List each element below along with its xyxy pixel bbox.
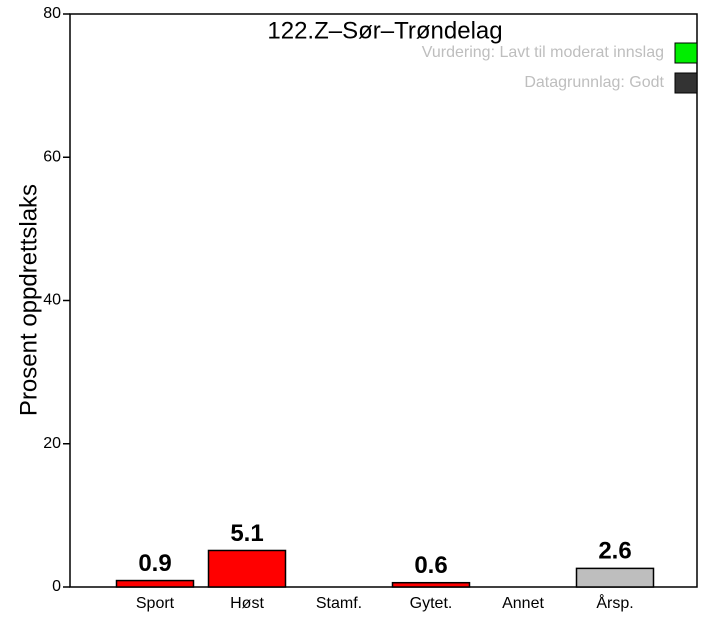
y-tick-label: 0 <box>52 578 61 595</box>
plot-frame <box>69 13 698 588</box>
y-tick-label: 40 <box>43 292 61 309</box>
x-tick-label: Høst <box>230 595 264 612</box>
x-tick-label: Sport <box>136 595 175 612</box>
data-label: 0.6 <box>414 552 447 579</box>
legend-swatch <box>674 72 698 94</box>
legend-label: Vurdering: Lavt til moderat innslag <box>422 44 664 61</box>
bar <box>575 567 655 588</box>
chart-title: 122.Z–Sør–Trøndelag <box>267 17 502 44</box>
y-axis-label: Prosent oppdrettslaks <box>15 184 42 416</box>
legend-swatch <box>674 42 698 64</box>
data-label: 5.1 <box>230 520 263 547</box>
data-label: 0.9 <box>138 550 171 577</box>
data-label: 2.6 <box>598 538 631 565</box>
y-tick-label: 60 <box>43 148 61 165</box>
legend-label: Datagrunnlag: Godt <box>524 74 664 91</box>
x-tick-label: Gytet. <box>410 595 453 612</box>
y-tick-label: 80 <box>43 5 61 22</box>
bar <box>115 579 195 588</box>
y-tick-label: 20 <box>43 435 61 452</box>
bar <box>391 581 471 588</box>
x-tick-label: Årsp. <box>596 593 633 612</box>
x-tick-label: Stamf. <box>316 595 362 612</box>
x-tick-label: Annet <box>502 595 544 612</box>
bar <box>207 549 287 588</box>
